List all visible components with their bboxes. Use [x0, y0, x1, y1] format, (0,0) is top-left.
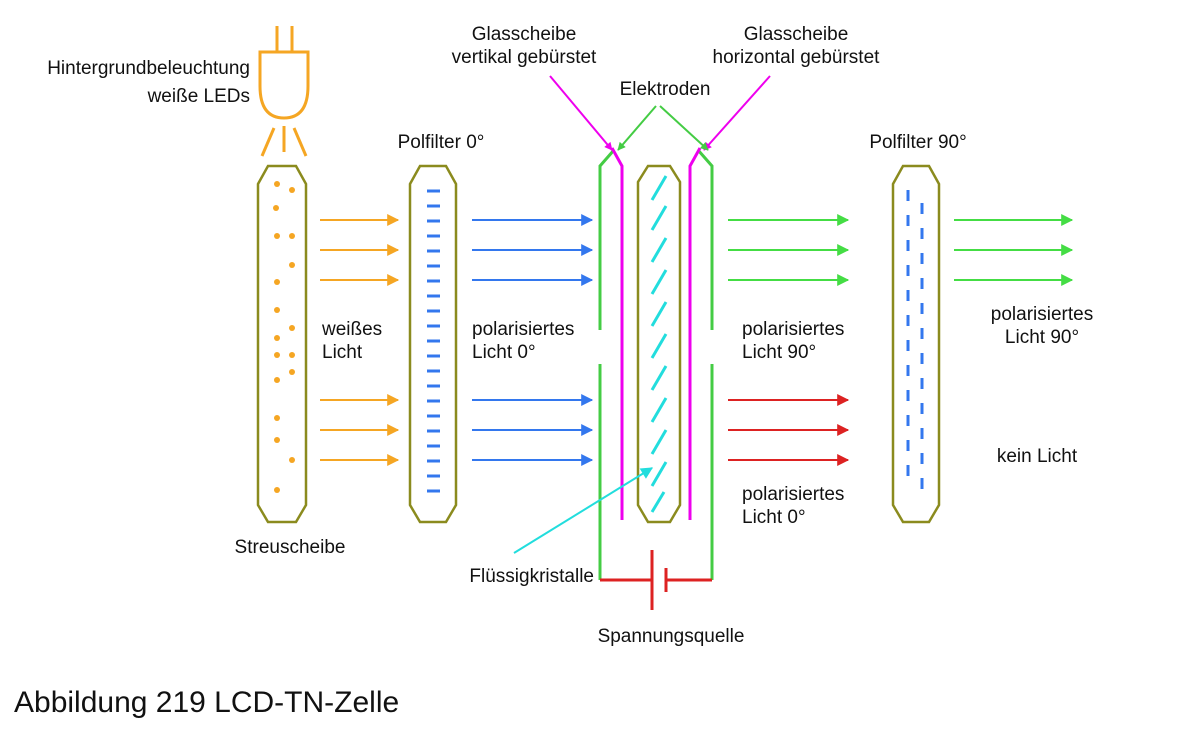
polarizer-0 [408, 164, 458, 524]
label-polfilter-0: Polfilter 0° [398, 132, 485, 153]
label-glass-horizontal-line2: horizontal gebürstet [713, 47, 881, 68]
label-pol-light-0b-line2: Licht 0° [742, 507, 806, 528]
label-pol-light-out-line1: polarisiertes [991, 304, 1093, 325]
label-glass-horizontal-line1: Glasscheibe [744, 24, 849, 45]
pointer-glass-vertical [549, 75, 613, 151]
label-voltage-source: Spannungsquelle [598, 626, 745, 647]
pointer-glass-horizontal [703, 75, 771, 151]
label-no-light: kein Licht [997, 446, 1078, 467]
arrows-white-light [320, 214, 400, 466]
polarizer-90-marks [906, 190, 924, 489]
label-glass-vertical-line1: Glasscheibe [472, 24, 577, 45]
label-white-light-line2: Licht [322, 342, 363, 363]
liquid-crystal-container [636, 164, 682, 524]
glass-plate-horizontal [688, 147, 702, 520]
diffuser-plate [256, 164, 308, 524]
led-dots [273, 181, 295, 493]
polarizer-90 [891, 164, 941, 524]
label-backlight-line1: Hintergrundbeleuchtung [47, 58, 250, 79]
label-liquid-crystals: Flüssigkristalle [469, 566, 594, 587]
label-pol-light-0b-line1: polarisiertes [742, 484, 844, 505]
label-pol-light-90-line2: Licht 90° [742, 342, 816, 363]
label-polfilter-90: Polfilter 90° [869, 132, 966, 153]
pointer-electrodes [617, 105, 709, 151]
label-pol-light-0-line1: polarisiertes [472, 319, 574, 340]
label-glass-vertical-line2: vertikal gebürstet [452, 47, 597, 68]
arrows-blocked-light [728, 394, 850, 466]
lcd-cell [598, 147, 714, 580]
label-pol-light-out-line2: Licht 90° [1005, 327, 1079, 348]
label-electrodes: Elektroden [620, 79, 711, 100]
glass-plate-vertical [610, 147, 624, 520]
figure-caption: Abbildung 219 LCD-TN-Zelle [14, 686, 400, 719]
led-bulb-icon [258, 26, 310, 157]
label-pol-light-0-line2: Licht 0° [472, 342, 536, 363]
label-pol-light-90-line1: polarisiertes [742, 319, 844, 340]
label-white-light-line1: weißes [321, 319, 382, 340]
right-electrode [696, 149, 714, 580]
arrows-polarized-90 [728, 214, 1074, 286]
label-backlight-line2: weiße LEDs [147, 86, 250, 107]
polarizer-0-marks [427, 189, 440, 493]
liquid-crystal-molecules [650, 175, 668, 513]
left-electrode [598, 149, 616, 580]
voltage-source [600, 550, 712, 610]
pointer-liquid-crystals [513, 467, 654, 554]
label-diffuser: Streuscheibe [235, 537, 346, 558]
arrows-polarized-0 [472, 214, 594, 466]
